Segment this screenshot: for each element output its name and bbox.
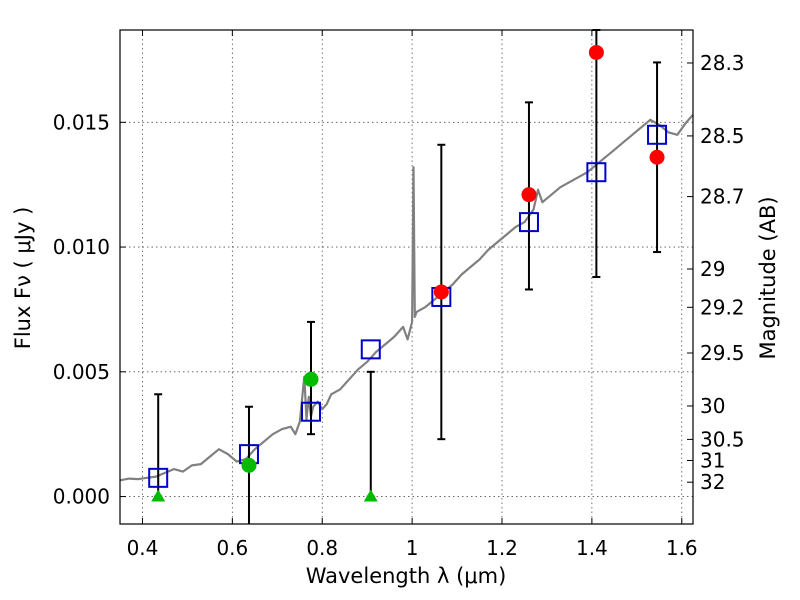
model-square-marker — [360, 339, 381, 360]
model-square-marker — [647, 124, 668, 145]
y-tick-label: 0.005 — [53, 360, 110, 384]
x-tick-labels: 0.4 0.6 0.8 1 1.2 1.4 1.6 — [127, 536, 698, 560]
detection-point-red — [649, 149, 665, 165]
model-square-marker — [148, 467, 169, 488]
model-square-marker — [586, 162, 607, 183]
detection-point-green — [241, 457, 257, 473]
mag-tick-label: 32 — [700, 470, 725, 494]
mag-tick-label: 29.2 — [700, 295, 745, 319]
mag-tick-label: 30 — [700, 394, 725, 418]
x-tick-label: 1.4 — [576, 536, 608, 560]
detection-point-red — [433, 284, 449, 300]
spectrum-layer — [119, 114, 694, 482]
model-square-marker — [301, 401, 321, 422]
tick-marks — [120, 30, 693, 524]
x-tick-label: 0.8 — [306, 536, 338, 560]
mag-tick-label: 31 — [700, 448, 725, 472]
x-axis-label: Wavelength λ (μm) — [306, 564, 507, 588]
detection-point-green — [303, 371, 319, 387]
marker-layer — [148, 44, 668, 502]
mag-tick-label: 28.3 — [700, 51, 745, 75]
y-axis-label: Flux Fν ( μJy ) — [11, 207, 35, 350]
y-tick-labels: 0.000 0.005 0.010 0.015 — [53, 110, 110, 508]
y-tick-label: 0.000 — [53, 485, 110, 509]
grid-lines — [120, 30, 693, 524]
x-tick-label: 0.4 — [127, 536, 159, 560]
mag-tick-label: 29 — [700, 257, 725, 281]
mag-tick-label: 28.5 — [700, 124, 745, 148]
upper-limit-triangle — [151, 489, 166, 502]
y-tick-label: 0.015 — [53, 110, 110, 134]
mag-tick-label: 29.5 — [700, 341, 745, 365]
model-square-marker — [518, 212, 539, 233]
x-tick-label: 1.6 — [666, 536, 698, 560]
detection-point-red — [521, 187, 537, 203]
mag-tick-label: 30.5 — [700, 427, 745, 451]
detection-point-red — [588, 44, 604, 60]
x-tick-label: 1.2 — [486, 536, 518, 560]
plot-frame — [119, 29, 694, 525]
upper-limit-triangle — [363, 489, 378, 502]
x-tick-label: 1 — [406, 536, 419, 560]
x-tick-label: 0.6 — [216, 536, 248, 560]
y2-axis-label: Magnitude (AB) — [756, 196, 780, 359]
errorbar-layer — [154, 29, 662, 524]
y-tick-label: 0.010 — [53, 235, 110, 259]
spectrum-line — [119, 114, 694, 482]
mag-tick-label: 28.7 — [700, 185, 745, 209]
